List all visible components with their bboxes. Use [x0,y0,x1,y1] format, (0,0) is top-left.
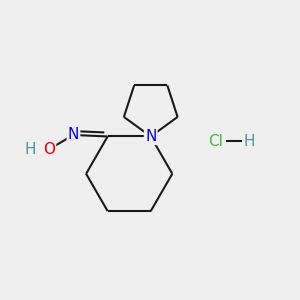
Text: H: H [244,134,255,148]
Text: H: H [25,142,36,157]
Text: O: O [43,142,55,157]
Text: Cl: Cl [208,134,223,148]
Text: N: N [145,129,156,144]
Text: N: N [68,128,79,142]
